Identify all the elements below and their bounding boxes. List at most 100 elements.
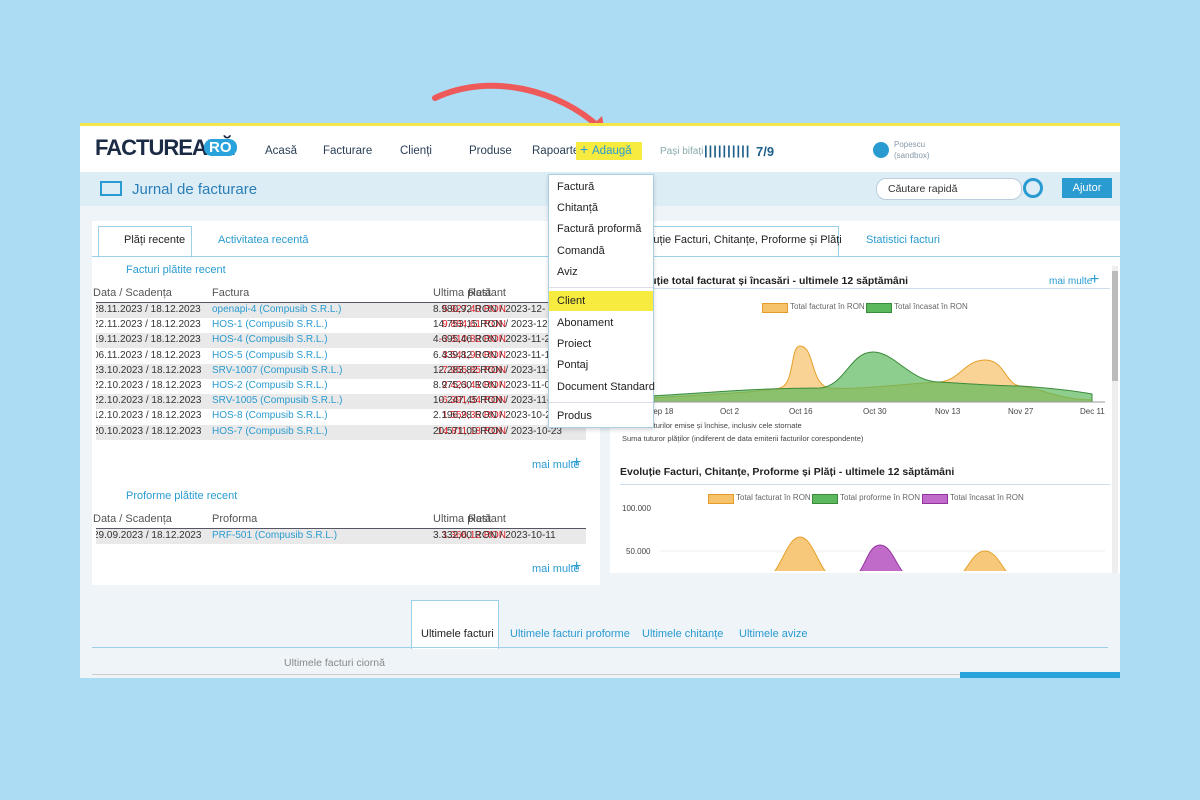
tab[interactable]: Ultimele chitanțe: [642, 628, 724, 640]
chart-title: Evoluție total facturat și încasări - ul…: [628, 275, 909, 287]
table-cell[interactable]: HOS-2 (Compusib S.R.L.): [212, 380, 328, 391]
tab[interactable]: Plăți recente: [124, 234, 186, 246]
nav-item[interactable]: Facturare: [323, 145, 373, 157]
tab[interactable]: Ultimele facturi proforme: [510, 628, 630, 640]
table-row: 23.10.2023 / 18.12.2023 SRV-1007 (Compusi…: [96, 363, 586, 379]
steps-bars: ||||||||||: [704, 143, 751, 158]
x-label: Nov 27: [1008, 407, 1034, 416]
legend-label: Total facturat în RON: [736, 493, 811, 502]
nav-item[interactable]: Clienți: [400, 145, 432, 157]
menu-item[interactable]: Aviz: [557, 266, 578, 278]
tab[interactable]: Ultimele facturi: [421, 628, 494, 640]
menu-item[interactable]: Pontaj: [557, 359, 589, 371]
table-cell[interactable]: HOS-7 (Compusib S.R.L.): [212, 425, 328, 437]
menu-item[interactable]: Comandă: [557, 245, 605, 257]
user-icon[interactable]: [873, 142, 889, 158]
legend-label: Total facturat în RON: [790, 302, 865, 311]
table-row: 22.10.2023 / 18.12.2023 SRV-1005 (Compusi…: [96, 394, 586, 410]
table-cell: 1.559,36 RON: [442, 410, 506, 422]
proformas-table: Data / Scadența Proforma Restant Ultima pla…: [80, 512, 600, 552]
tab[interactable]: Ultimele avize: [739, 628, 808, 640]
table-cell: 10.247,45 RON / 2023-11-: [433, 395, 551, 407]
tab-active[interactable]: [98, 226, 192, 258]
more-link[interactable]: mai multe: [532, 563, 580, 575]
legend-label: Total încasat în RON: [894, 302, 968, 311]
more-link[interactable]: mai multe: [1049, 276, 1093, 287]
column-header: Restant: [468, 287, 506, 299]
y-label: 50.000: [626, 547, 651, 556]
table-cell: -6.391,34 RON: [438, 395, 506, 407]
legend-label: Total încasat în RON: [950, 493, 1024, 502]
table-cell[interactable]: SRV-1005 (Compusib S.R.L.): [212, 395, 343, 407]
help-label: Ajutor: [1072, 182, 1102, 194]
search-button[interactable]: [1023, 178, 1043, 198]
menu-item[interactable]: Produs: [557, 410, 592, 422]
column-header: Factura: [212, 287, 250, 299]
tab[interactable]: Ultimele facturi ciornă: [284, 657, 385, 669]
divider: [620, 484, 1110, 485]
divider: [92, 674, 1120, 675]
table-row: 29.09.2023 / 18.12.2023 PRF-501 (Compusib…: [96, 529, 586, 544]
menu-item[interactable]: Proiect: [557, 338, 592, 350]
add-button[interactable]: [576, 142, 642, 160]
table-cell: 12.283,82 RON / 2023-11-: [433, 364, 551, 376]
steps-label: Pași bifați: [660, 146, 704, 157]
table-cell: 8.975,60 RON / 2023-11-0: [433, 380, 551, 391]
column-header: Data / Scadența: [93, 513, 172, 525]
x-label: Sep 18: [648, 407, 674, 416]
table-cell: 2.423,41 RON: [442, 380, 506, 391]
table-cell[interactable]: HOS-4 (Compusib S.R.L.): [212, 334, 328, 346]
x-label: Nov 13: [935, 407, 961, 416]
column-header: Ultima plată: [433, 287, 492, 299]
table-cell: 20.571,09 RON / 2023-10-23: [433, 425, 562, 437]
area-chart: [660, 536, 1105, 571]
table-cell[interactable]: openapi-4 (Compusib S.R.L.): [212, 304, 342, 315]
menu-highlight: [549, 291, 653, 311]
app-window: FACTUREAZĂ RO Acasă Facturare Clienți Pr…: [80, 123, 1120, 678]
help-button[interactable]: Ajutor: [1062, 178, 1112, 198]
tab[interactable]: Statistici facturi: [866, 234, 940, 246]
column-header: Proforma: [212, 513, 258, 525]
table-row: 19.11.2023 / 18.12.2023 HOS-4 (Compusib S…: [96, 333, 586, 349]
section-title: Proforme plătite recent: [126, 490, 238, 502]
table-cell: 1.366,12 RON: [442, 530, 506, 541]
menu-item[interactable]: Document Standard: [557, 381, 655, 393]
more-link[interactable]: mai multe: [532, 459, 580, 471]
tab-active[interactable]: [411, 600, 499, 649]
menu-item[interactable]: Factură: [557, 181, 595, 193]
tab[interactable]: Evoluție Facturi, Chitanțe, Proforme și …: [632, 234, 842, 246]
menu-separator: [549, 287, 653, 288]
menu-item[interactable]: Chitanță: [557, 202, 598, 214]
table-header: Data / Scadența Proforma Restant Ultima pla…: [93, 512, 586, 529]
menu-item[interactable]: Factură proformă: [557, 223, 642, 235]
menu-item[interactable]: Client: [557, 295, 586, 307]
scrollbar[interactable]: [1112, 266, 1118, 573]
table-cell[interactable]: HOS-5 (Compusib S.R.L.): [212, 349, 328, 361]
table-cell[interactable]: HOS-1 (Compusib S.R.L.): [212, 319, 328, 331]
dropdown-menu: Factură Chitanță Factură proformă Comand…: [548, 174, 655, 428]
search-input[interactable]: [876, 178, 1022, 200]
table-cell[interactable]: PRF-501 (Compusib S.R.L.): [212, 530, 338, 541]
table-cell: 22.10.2023 / 18.12.2023: [96, 380, 202, 391]
menu-item[interactable]: Abonament: [557, 317, 614, 329]
table-cell: 14.811,18 RON: [437, 425, 506, 437]
nav-item[interactable]: Rapoarte: [532, 145, 580, 157]
x-label: Oct 2: [720, 407, 740, 416]
table-cell[interactable]: SRV-1007 (Compusib S.R.L.): [212, 364, 343, 376]
x-label: Oct 30: [863, 407, 887, 416]
tab[interactable]: Activitatea recentă: [218, 234, 309, 246]
table-cell: 14.753,15 RON / 2023-12-: [433, 319, 551, 331]
nav-item[interactable]: Produse: [469, 145, 512, 157]
scrollbar-thumb[interactable]: [1112, 271, 1118, 381]
chart-note: Suma tuturor plăților (indiferent de dat…: [622, 434, 864, 443]
x-label: Oct 16: [789, 407, 813, 416]
table-cell[interactable]: HOS-8 (Compusib S.R.L.): [212, 410, 328, 422]
table-header: Data / Scadența Factura Restant Ultima plat…: [93, 286, 586, 303]
table-cell: 19.11.2023 / 18.12.2023: [96, 334, 201, 346]
user-name: Popescu: [894, 140, 926, 149]
table-row: 22.10.2023 / 18.12.2023 HOS-2 (Compusib S…: [96, 379, 586, 394]
table-cell: 06.11.2023 / 18.12.2023: [96, 349, 201, 361]
table-cell: 22.10.2023 / 18.12.2023: [96, 395, 202, 407]
nav-item[interactable]: Adaugă: [592, 145, 632, 157]
nav-item[interactable]: Acasă: [265, 145, 297, 157]
